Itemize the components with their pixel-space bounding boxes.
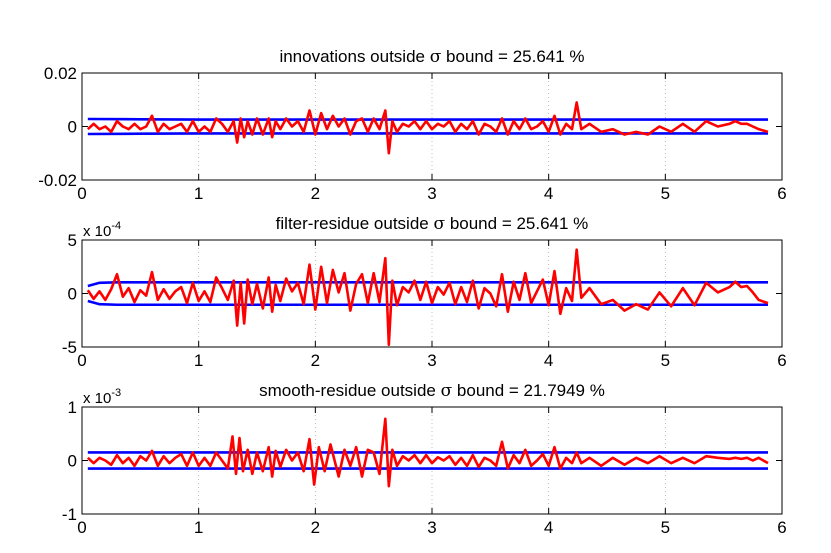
y-tick-label: 1 — [68, 398, 77, 417]
x-tick-label: 1 — [194, 351, 203, 370]
x-tick-label: 1 — [194, 518, 203, 537]
y-tick-label: 5 — [68, 231, 77, 250]
subplot-title: filter-residue outside σ bound = 25.641 … — [276, 214, 589, 234]
y-tick-label: 0 — [68, 118, 77, 137]
lower-sigma-bound-line — [87, 132, 768, 136]
smooth-residue-line — [86, 417, 769, 488]
x-tick-label: 4 — [544, 184, 553, 203]
filter-residue-line — [86, 248, 769, 347]
x-tick-label: 0 — [77, 351, 86, 370]
y-axis-exponent: x 10-3 — [83, 387, 121, 407]
subplot-2: 0 1 2 3 4 5 6-505 x 10-4 filter-residue outside … — [62, 214, 787, 370]
x-tick-label: 3 — [427, 184, 436, 203]
x-tick-label: 5 — [661, 351, 670, 370]
y-tick-label: -5 — [62, 338, 77, 357]
y-tick-label: 0.02 — [44, 64, 77, 83]
upper-sigma-bound-line — [87, 280, 768, 288]
y-tick-label: -1 — [62, 505, 77, 524]
x-tick-label: 2 — [311, 518, 320, 537]
x-tick-label: 6 — [777, 184, 786, 203]
x-tick-label: 6 — [777, 351, 786, 370]
x-tick-label: 5 — [661, 518, 670, 537]
x-tick-label: 4 — [544, 518, 553, 537]
innovations-line — [86, 101, 769, 155]
x-tick-label: 0 — [77, 184, 86, 203]
x-tick-label: 6 — [777, 518, 786, 537]
x-tick-label: 2 — [311, 351, 320, 370]
y-tick-label: 0 — [68, 285, 77, 304]
subplot-3: 0 1 2 3 4 5 6-101 x 10-3 smooth-residue outside … — [62, 381, 787, 537]
x-tick-label: 3 — [427, 518, 436, 537]
subplot-title: innovations outside σ bound = 25.641 % — [279, 47, 584, 67]
y-tick-label: -0.02 — [38, 171, 77, 190]
x-tick-label: 4 — [544, 351, 553, 370]
x-tick-label: 3 — [427, 351, 436, 370]
x-tick-label: 0 — [77, 518, 86, 537]
y-axis-exponent: x 10-4 — [83, 220, 121, 240]
x-tick-label: 5 — [661, 184, 670, 203]
y-tick-label: 0 — [68, 452, 77, 471]
subplot-title: smooth-residue outside σ bound = 21.7949… — [259, 381, 605, 401]
upper-sigma-bound-line — [87, 117, 768, 121]
x-tick-label: 2 — [311, 184, 320, 203]
x-tick-label: 1 — [194, 184, 203, 203]
